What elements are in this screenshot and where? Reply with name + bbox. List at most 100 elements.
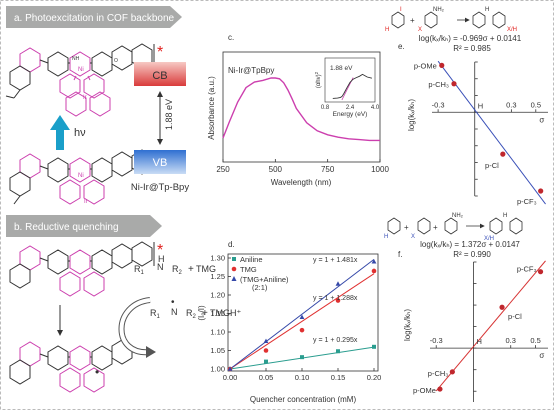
amine-radical: R1 • N R2 + TMGH⁺: [150, 297, 241, 320]
chart-xtick-label: 0.3: [506, 336, 516, 345]
chart-e-points: p-OMe p-CH₃ Hp-Cl p-CF₃: [414, 61, 544, 206]
svg-text:X/H: X/H: [507, 27, 517, 33]
panel-f-letter: f.: [398, 250, 402, 259]
chart-d-xtick-label: 0.10: [295, 373, 310, 382]
svg-text:R1: R1: [134, 264, 145, 276]
chart-point-label: p-CF₃: [517, 265, 537, 274]
chart-point: [437, 386, 443, 392]
cb-label: CB: [152, 70, 167, 82]
fit-label-aniline: y = 1 + 0.295x: [313, 337, 358, 344]
cof-structure-b-top: [9, 241, 153, 297]
chart-f-ylabel: log(kₓ/kₕ): [403, 309, 412, 341]
panel-d-letter: d.: [228, 240, 235, 249]
svg-text:+: +: [202, 308, 208, 319]
panel-a-banner: [6, 6, 182, 28]
panel-a-label: a. Photoexcitation in COF backbone: [14, 13, 175, 24]
chart-c-inset-annotation: 1.88 eV: [330, 65, 353, 72]
chart-d-xtick-label: 0.20: [367, 373, 382, 382]
chart-point: [439, 62, 445, 68]
chart-point: [449, 369, 455, 375]
chart-f-axes: -0.3 0.3 0.5 σ: [430, 261, 548, 402]
chart-point: [499, 304, 505, 310]
hammett-f-r2: R² = 0.990: [453, 250, 491, 259]
chart-xlabel: σ: [539, 115, 544, 124]
chart-d-points: [227, 259, 377, 372]
chart-c-inset-xtick-label: 0.8: [321, 105, 330, 111]
svg-text:H: H: [385, 27, 389, 33]
cof-structure-excited: [5, 43, 153, 117]
legend-marker-combo: [231, 276, 237, 281]
chart-d-point-combo: [335, 281, 341, 286]
chart-c-absorbance-line: [222, 77, 380, 142]
svg-text:H: H: [158, 254, 165, 264]
chart-c-xtick-label: 1000: [371, 165, 389, 174]
o-label-top: O: [114, 58, 118, 64]
excited-star: *: [157, 44, 163, 61]
amine-neutral: R1 H N R2 + TMG: [134, 254, 216, 276]
chart-e-ylabel: log(kₓ/kₕ): [407, 99, 416, 131]
chart-d-point-aniline: [264, 359, 268, 364]
chart-c-xlabel: Wavelength (nm): [271, 178, 332, 187]
panel-b-banner: [6, 215, 162, 237]
chart-d-fit-1: [229, 273, 375, 370]
chart-d-point-tmg: [371, 268, 377, 274]
chart-d-ticks: 0.00 0.05 0.10 0.15 0.20 1.00 1.05 1.10 1.15 1.20…: [210, 254, 381, 383]
chart-point-label: p-CH₃: [428, 369, 449, 378]
material-label: Ni-Ir@Tp-Bpy: [131, 182, 189, 193]
chart-c-inset-frame: [324, 57, 376, 103]
legend-label-0: Aniline: [240, 255, 263, 264]
svg-text:+: +: [404, 223, 409, 232]
chart-d-frame: [227, 253, 379, 372]
panel-a: a. Photoexcitation in COF backbone NH O …: [5, 6, 189, 205]
chart-point-label: p-OMe: [413, 386, 436, 395]
chart-xtick-label: -0.3: [430, 336, 443, 345]
svg-text:N: N: [157, 262, 164, 272]
chart-d-point-combo: [263, 338, 269, 344]
svg-text:X: X: [418, 27, 422, 33]
tmg-label: TMG: [196, 264, 216, 274]
chart-d-point-tmg: [263, 348, 269, 353]
svg-text:+: +: [410, 16, 415, 25]
svg-text:X/H: X/H: [484, 236, 494, 242]
excited-star-b: *: [157, 242, 163, 259]
chart-d-xtick-label: 0.05: [259, 373, 274, 382]
vb-band: [134, 150, 186, 174]
chart-d-ytick-label: 1.15: [210, 309, 225, 318]
chart-d-ytick-label: 1.00: [210, 365, 225, 374]
chart-d-ytick-label: 1.05: [210, 346, 225, 355]
chart-d-point-aniline: [336, 349, 340, 354]
svg-text:+: +: [188, 264, 194, 275]
scheme-e: [391, 11, 506, 29]
chart-c-inset-line: [332, 73, 373, 99]
chart-d-ylabel: (I₀/I): [197, 305, 206, 321]
chart-f-points: p-OMe p-CH₃ Hp-Cl p-CF₃: [413, 265, 544, 395]
svg-text:X: X: [411, 234, 415, 240]
panel-e-letter: e.: [398, 42, 405, 51]
chart-point: [538, 188, 544, 194]
chart-d-ytick-label: 1.20: [210, 291, 225, 300]
panel-c: c. Ni-Ir@TpBpy 250 500 750 1000 Wavelength …: [207, 33, 389, 187]
nh-label-top: NH: [72, 56, 80, 62]
chart-point-label: p-OMe: [414, 61, 437, 70]
chart-f-fit-line: [435, 260, 546, 392]
svg-text:H: H: [384, 234, 388, 240]
transfer-arrowhead-icon: [146, 346, 156, 358]
chart-d-ytick-label: 1.25: [210, 272, 225, 281]
chart-c-inset-xtick-label: 2.4: [346, 105, 355, 111]
cb-band: [134, 62, 186, 86]
ni-label-top: Ni: [78, 67, 84, 73]
chart-c-ticks: 250 500 750 1000: [216, 159, 389, 174]
chart-point-label: H: [476, 337, 481, 346]
chart-d-xtick-label: 0.15: [331, 373, 346, 382]
chart-d-point-combo: [299, 314, 305, 319]
svg-text:H: H: [485, 7, 489, 13]
svg-text:R2: R2: [172, 264, 183, 276]
ni-label-bottom: Ni: [78, 173, 84, 179]
svg-text:R1: R1: [150, 308, 161, 320]
chart-d-ytick-label: 1.30: [210, 254, 225, 263]
chart-c-xtick-label: 250: [216, 165, 230, 174]
svg-text:H: H: [503, 213, 507, 219]
svg-text:N: N: [171, 307, 178, 317]
